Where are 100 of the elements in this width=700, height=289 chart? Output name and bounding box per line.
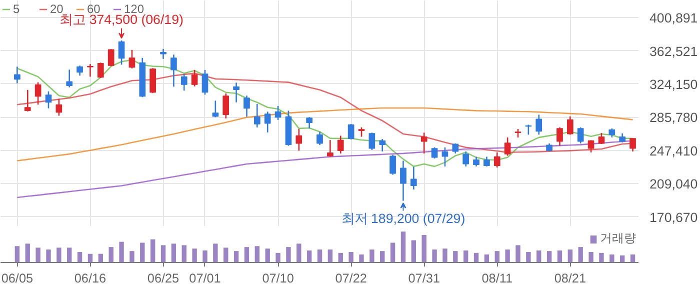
candlestick xyxy=(473,156,480,168)
bar xyxy=(526,252,531,262)
legend-label: 5 xyxy=(13,2,21,16)
candlestick xyxy=(24,89,31,112)
bar xyxy=(516,245,520,262)
bar xyxy=(422,234,426,262)
x-tick-label: 07/22 xyxy=(335,272,367,286)
bar xyxy=(140,242,145,262)
line-series xyxy=(16,107,634,162)
bar xyxy=(494,251,500,262)
bar xyxy=(234,251,239,262)
bar xyxy=(442,248,448,262)
bar xyxy=(254,246,260,262)
bar xyxy=(244,247,250,262)
candlestick xyxy=(274,105,282,121)
bar xyxy=(536,250,542,262)
x-tick-label: 06/05 xyxy=(1,272,34,286)
bar xyxy=(432,250,437,262)
y-tick-label: 170,670 xyxy=(650,210,698,225)
candlestick xyxy=(327,139,334,158)
candlestick xyxy=(296,128,302,152)
bar xyxy=(317,250,322,262)
bar xyxy=(108,247,114,262)
candlestick xyxy=(316,131,323,146)
bar xyxy=(370,250,374,262)
bar xyxy=(599,252,604,262)
x-tick-label: 06/16 xyxy=(74,272,106,286)
candlestick xyxy=(598,132,605,145)
candlestick xyxy=(410,166,417,190)
bar xyxy=(588,252,594,262)
candlestick xyxy=(128,49,136,70)
candlestick xyxy=(536,114,542,136)
bar xyxy=(474,252,479,262)
candlestick xyxy=(108,48,114,67)
y-tick-label: 362,521 xyxy=(650,44,698,59)
candlestick xyxy=(420,132,428,154)
bar xyxy=(546,251,552,262)
candlestick xyxy=(368,132,376,151)
bar xyxy=(328,250,333,262)
y-tick-label: 285,780 xyxy=(650,110,698,126)
bar xyxy=(192,248,197,262)
candlestick xyxy=(504,136,511,156)
candlestick xyxy=(254,103,260,128)
candlestick xyxy=(14,66,20,84)
bar xyxy=(390,242,396,262)
candlestick xyxy=(588,140,594,154)
candlestick xyxy=(337,135,344,154)
x-tick-label: 08/11 xyxy=(482,272,512,286)
candlestick xyxy=(76,64,83,76)
bar xyxy=(296,244,302,262)
candlestick xyxy=(566,116,574,136)
bar xyxy=(578,247,583,262)
annotation: 최저 189,200 (07/29) xyxy=(341,210,466,226)
bar xyxy=(171,244,176,262)
candlestick xyxy=(66,69,73,88)
x-tick-label: 07/01 xyxy=(189,272,221,286)
candlestick xyxy=(630,138,636,152)
candlestick xyxy=(150,67,156,94)
bar xyxy=(213,244,218,262)
y-tick-label: 209,040 xyxy=(650,176,698,192)
y-tick-label: 400,891 xyxy=(650,10,698,26)
candlestick xyxy=(202,69,208,96)
candlestick xyxy=(233,82,240,104)
candlestick xyxy=(608,128,616,138)
candlestick xyxy=(97,62,104,79)
candlestick xyxy=(400,160,406,202)
x-tick-label: 07/10 xyxy=(262,272,294,286)
candlestick xyxy=(494,152,500,168)
bar xyxy=(265,248,270,262)
bar xyxy=(67,248,72,262)
bar xyxy=(505,250,510,262)
bar xyxy=(463,250,468,262)
bar xyxy=(348,252,354,262)
candlestick xyxy=(577,126,584,144)
bar xyxy=(202,250,208,262)
bar xyxy=(224,248,228,262)
bar xyxy=(338,252,343,262)
y-tick-label: 247,410 xyxy=(650,143,698,158)
bar xyxy=(46,250,51,262)
bar xyxy=(14,246,20,262)
bar xyxy=(380,251,385,262)
candlestick xyxy=(484,156,490,168)
bar xyxy=(182,245,186,262)
bar xyxy=(306,250,312,262)
bar xyxy=(286,247,291,262)
candlestick xyxy=(619,132,626,144)
candlestick xyxy=(56,98,62,116)
bar xyxy=(160,245,166,262)
candlestick xyxy=(379,138,386,152)
candlestick xyxy=(212,100,219,118)
candlestick xyxy=(556,126,563,146)
candlestick xyxy=(118,40,125,66)
x-tick-label: 07/31 xyxy=(408,272,440,286)
bar xyxy=(568,250,573,262)
candlestick xyxy=(442,146,448,168)
bar xyxy=(557,250,562,262)
bar xyxy=(25,244,30,262)
y-tick-label: 324,150 xyxy=(650,76,698,92)
bar xyxy=(400,232,406,262)
candlestick xyxy=(244,94,250,118)
